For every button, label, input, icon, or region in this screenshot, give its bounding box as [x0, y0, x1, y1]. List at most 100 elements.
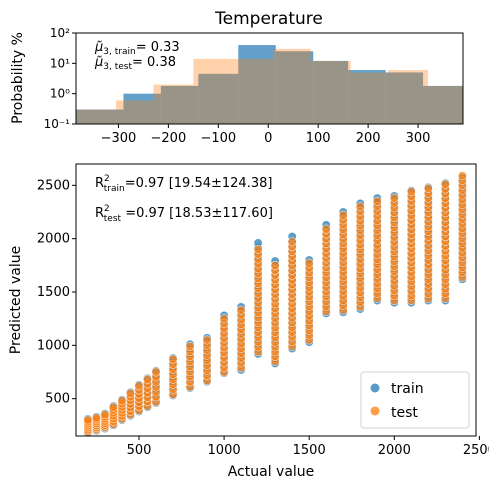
- r2-test-superscript: 2: [104, 204, 110, 214]
- legend: train test: [360, 371, 470, 429]
- histogram-x-tick-label: 300: [406, 131, 431, 146]
- scatter-x-tick-label: 1000: [208, 443, 241, 458]
- histogram-bar-train-6: [313, 60, 349, 124]
- histogram-bar-train-4: [238, 45, 276, 124]
- scatter-point-test: [355, 202, 365, 212]
- svg-text:μ̃3, test= 0.38: μ̃3, test= 0.38: [94, 55, 176, 72]
- histogram-bar-train-9: [423, 85, 463, 124]
- scatter-frame: [75, 163, 477, 437]
- scatter-point-test: [338, 210, 348, 220]
- scatter-point-test: [423, 184, 433, 193]
- histogram-x-tick-label: −100: [200, 131, 236, 146]
- legend-test-marker: [370, 406, 380, 416]
- histogram-bar-test-1: [115, 100, 154, 124]
- histogram-bar-train-5: [275, 51, 314, 125]
- histogram-bar-train-8: [385, 72, 424, 124]
- scatter-point-test: [304, 258, 314, 268]
- skew-train-subscript: 3, train: [103, 47, 135, 57]
- histogram-bar-train-2: [160, 85, 199, 124]
- scatter-point-test: [321, 224, 331, 234]
- scatter-point-test: [202, 335, 212, 345]
- scatter-y-tick-label: 2000: [37, 232, 70, 247]
- histogram-bar-test-0: [76, 109, 116, 124]
- scatter-point-test: [372, 196, 382, 206]
- legend-test-label: test: [391, 405, 418, 421]
- skew-test-value: = 0.38: [132, 55, 176, 70]
- scatter-y-tick-label: 500: [45, 392, 70, 407]
- histogram-bar-train-7: [348, 70, 386, 124]
- r2-train-superscript: 2: [104, 174, 110, 184]
- scatter-x-axis: 500 1000 1500 2000 2500: [127, 436, 489, 458]
- r2-train-symbol: R: [95, 176, 104, 191]
- histogram-bar-test-8: [388, 70, 429, 124]
- histogram-bars: [76, 45, 463, 125]
- scatter-point-test: [100, 410, 110, 420]
- histogram-bar-train-0: [76, 109, 124, 124]
- scatter-point-test: [143, 375, 152, 384]
- svg-text:μ̃3, train= 0.33: μ̃3, train= 0.33: [94, 40, 180, 57]
- histogram-x-tick-label: −300: [101, 131, 137, 146]
- r2-test-subscript: test: [104, 214, 122, 224]
- histogram-y-tick-label: 10²: [50, 26, 70, 40]
- scatter-y-tick-label: 1500: [37, 285, 70, 300]
- scatter-y-tick-label: 2500: [37, 178, 70, 193]
- histogram-y-tick-label: 10⁰: [50, 87, 70, 101]
- legend-box: [360, 371, 470, 429]
- scatter-point-test: [253, 244, 263, 254]
- legend-train-label: train: [391, 381, 424, 397]
- scatter-point-test: [108, 402, 118, 412]
- histogram-bar-train-1: [123, 93, 161, 124]
- r2-test-value: =0.97 [18.53±117.60]: [121, 206, 273, 221]
- scatter-x-label: Actual value: [228, 464, 315, 480]
- scatter-point-test: [83, 415, 93, 425]
- scatter-point-test: [406, 187, 416, 197]
- histogram-bar-train-3: [198, 73, 239, 124]
- scatter-point-test: [91, 413, 101, 423]
- histogram-x-tick-label: 100: [306, 131, 331, 146]
- scatter-points: [83, 171, 467, 438]
- histogram-bar-test-4: [233, 58, 274, 124]
- legend-train-marker: [370, 383, 380, 393]
- r2-train-value: =0.97 [19.54±124.38]: [125, 176, 273, 191]
- skew-train-symbol: μ̃: [94, 40, 103, 55]
- scatter-point-test: [389, 193, 399, 203]
- histogram-panel: Temperature −300 −200 −100 0 100 200 300 10⁻¹1…: [10, 9, 464, 146]
- scatter-point-test: [126, 388, 135, 398]
- histogram-bar-test-9: [428, 85, 463, 124]
- histogram-y-tick-label: 10⁻¹: [44, 117, 71, 131]
- r2-annotation-test: R2 test =0.97 [18.53±117.60]: [95, 204, 273, 224]
- scatter-x-tick-label: 500: [127, 443, 152, 458]
- histogram-bar-test-5: [273, 48, 311, 124]
- r2-train-subscript: train: [104, 184, 125, 194]
- scatter-point-test: [236, 305, 246, 315]
- scatter-y-tick-label: 1000: [37, 338, 70, 353]
- histogram-y-axis: 10⁻¹ 10⁰ 10¹ 10²: [44, 26, 76, 131]
- skew-annotation-train: μ̃3, train= 0.33: [94, 40, 180, 57]
- scatter-point-test: [457, 171, 467, 181]
- scatter-x-tick-label: 2500: [463, 443, 489, 458]
- histogram-bar-test-3: [193, 58, 234, 124]
- histogram-bar-test-2: [153, 84, 194, 124]
- histogram-x-axis: −300 −200 −100 0 100 200 300: [101, 124, 431, 146]
- scatter-point-test: [440, 179, 450, 189]
- scatter-x-tick-label: 1500: [293, 443, 326, 458]
- skew-annotation-test: μ̃3, test= 0.38: [94, 55, 176, 72]
- scatter-x-tick-label: 2000: [378, 443, 411, 458]
- histogram-bar-test-6: [310, 60, 351, 124]
- skew-test-subscript: 3, test: [103, 62, 132, 72]
- r2-annotation-train: R2 train=0.97 [19.54±124.38]: [95, 174, 272, 194]
- scatter-y-axis: 500 1000 1500 2000 2500: [37, 178, 76, 407]
- histogram-x-tick-label: −200: [151, 131, 187, 146]
- scatter-point-test: [134, 381, 144, 391]
- histogram-bar-test-7: [350, 72, 389, 124]
- histogram-x-tick-label: 200: [356, 131, 381, 146]
- skew-test-symbol: μ̃: [94, 55, 103, 70]
- histogram-title: Temperature: [214, 9, 323, 29]
- scatter-point-test: [117, 396, 127, 406]
- scatter-point-test: [151, 367, 161, 377]
- scatter-y-label: Predicted value: [8, 246, 24, 354]
- scatter-point-test: [185, 341, 195, 351]
